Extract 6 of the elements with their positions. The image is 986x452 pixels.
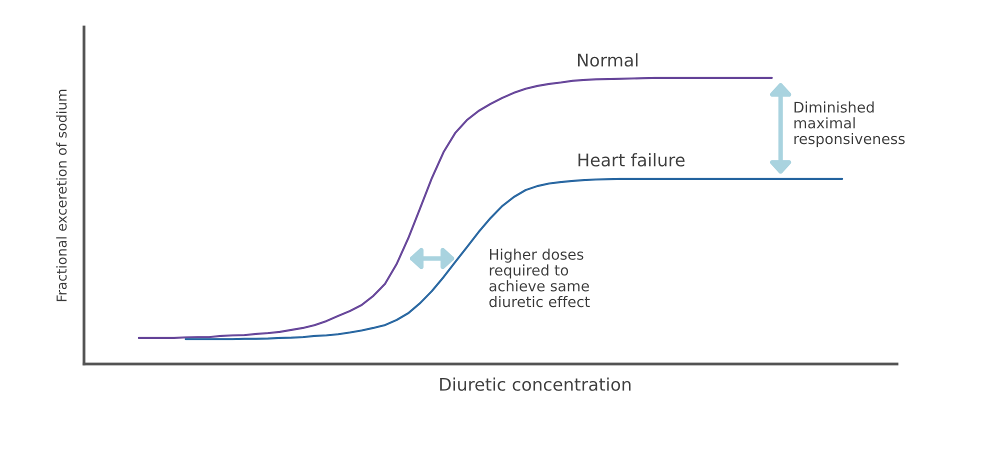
series-label: Normal — [578, 53, 638, 67]
series-label: Heart failure — [578, 153, 685, 167]
annotation: Diminished maximal responsiveness — [794, 101, 905, 148]
annotation: Higher doses required to achieve same diuretic effect — [489, 248, 590, 308]
x-axis-title: Diuretic concentration — [440, 377, 631, 391]
y-axis-title: Fractional exceretion of sodium — [56, 90, 67, 302]
